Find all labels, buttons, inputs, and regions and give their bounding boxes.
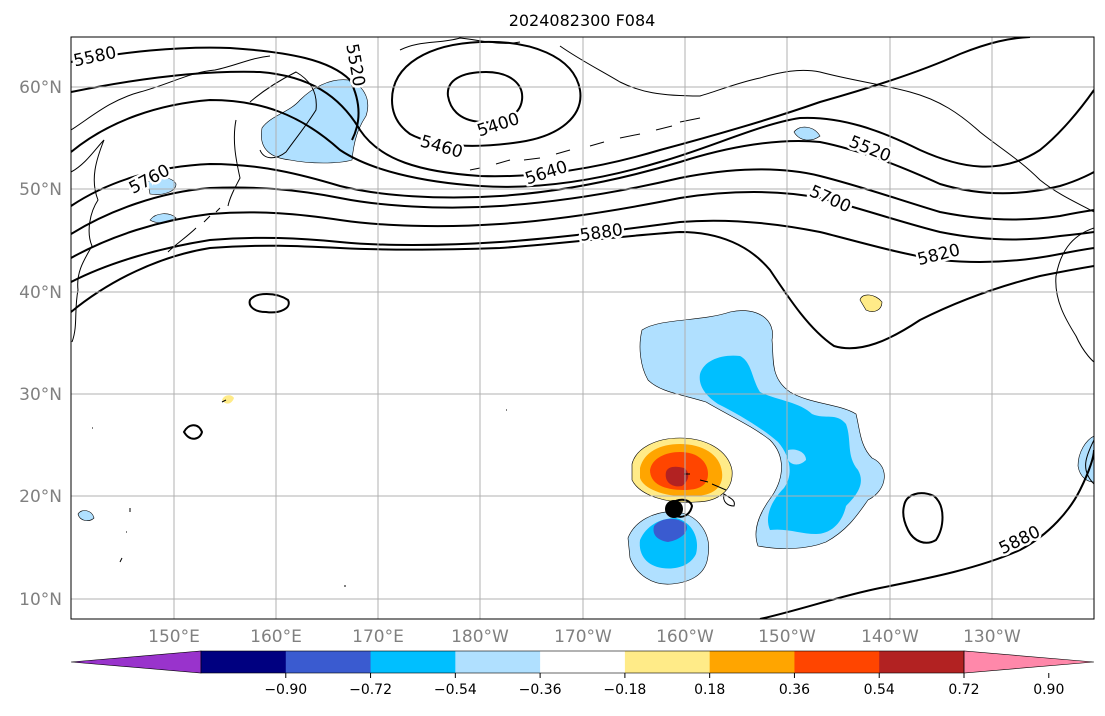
- shade-small-blue-3: [793, 126, 821, 141]
- map-title: 2024082300 F084: [509, 11, 656, 30]
- shade-kamchatka-light: [261, 79, 368, 164]
- lat-label: 30°N: [19, 385, 62, 405]
- contour-north-1: [71, 37, 1031, 178]
- colorbar-tick-label: −0.36: [519, 682, 562, 698]
- coast-okhotsk: [227, 119, 241, 207]
- colorbar-extend-low: [70, 650, 202, 674]
- colorbar-tick-label: 0.90: [1033, 682, 1064, 698]
- coast-small-islands: [92, 399, 507, 587]
- longitude-labels: 150°E 160°E 170°E 180°W 170°W 160°W 150°…: [148, 627, 1021, 647]
- shade-small-yellow-2: [222, 395, 234, 404]
- contour-5760: [71, 168, 1094, 235]
- shade-small-blue-1: [147, 177, 177, 195]
- contour-5880-north: [71, 230, 1094, 350]
- coast-kamchatka: [249, 71, 317, 159]
- lat-label: 50°N: [19, 180, 62, 200]
- colorbar-tick-label: −0.54: [434, 682, 477, 698]
- coast-hawaii-islands: [684, 473, 735, 507]
- lon-label: 170°W: [554, 627, 612, 647]
- lon-label: 180°W: [451, 627, 509, 647]
- coastlines: [71, 37, 1094, 587]
- colorbar-tick-label: 0.72: [948, 682, 979, 698]
- storm-center-marker: [665, 500, 683, 518]
- colorbar-extend-high: [963, 650, 1095, 674]
- colorbar: −0.90 −0.72 −0.54 −0.36 −0.18 0.18 0.36 0.54 0.7…: [70, 650, 1095, 698]
- map-frame: [70, 36, 1095, 620]
- lon-label: 130°W: [963, 627, 1021, 647]
- lon-label: 140°W: [861, 627, 919, 647]
- lon-label: 150°E: [148, 627, 200, 647]
- coast-alaska: [559, 45, 1094, 213]
- contour-5580: [71, 46, 360, 141]
- contour-ring-2: [182, 424, 204, 440]
- contour-ring-1: [248, 293, 290, 314]
- coast-na-west: [1055, 227, 1094, 363]
- latitude-labels: 60°N 50°N 40°N 30°N 20°N 10°N: [19, 78, 62, 610]
- lon-label: 160°W: [656, 627, 714, 647]
- colorbar-segment: [201, 651, 287, 673]
- lon-label: 150°W: [758, 627, 816, 647]
- shade-small-blue-4: [77, 510, 95, 521]
- anomaly-shading: [77, 79, 1094, 585]
- lat-label: 40°N: [19, 283, 62, 303]
- shade-central-pacific-light-inner: [788, 449, 806, 465]
- contour-5700: [71, 191, 1094, 259]
- shade-hawaii-firebrick: [665, 466, 689, 487]
- colorbar-segment: [455, 651, 541, 673]
- lon-label: 170°E: [352, 627, 404, 647]
- contour-north-2: [71, 89, 1094, 188]
- colorbar-segment: [285, 651, 372, 673]
- colorbar-tick-label: 0.36: [779, 682, 810, 698]
- height-contours: [71, 37, 1094, 619]
- lat-label: 60°N: [19, 78, 62, 98]
- colorbar-segment: [794, 651, 880, 673]
- colorbar-tick-label: 0.54: [864, 682, 895, 698]
- colorbar-segment: [370, 651, 456, 673]
- contour-5460: [390, 40, 582, 147]
- colorbar-tick-label: 0.18: [694, 682, 725, 698]
- shade-south-royal: [653, 518, 687, 542]
- shade-central-pacific-core: [699, 355, 861, 534]
- coast-asia-north: [71, 55, 271, 131]
- contour-5400: [446, 70, 524, 124]
- lat-label: 20°N: [19, 487, 62, 507]
- gridlines: [71, 37, 1094, 619]
- lon-label: 160°E: [250, 627, 302, 647]
- contour-5820: [71, 219, 1094, 283]
- lat-label: 10°N: [19, 590, 62, 610]
- contour-ring-3: [902, 492, 944, 544]
- colorbar-segment: [624, 651, 711, 673]
- colorbar-outline: [200, 650, 965, 674]
- colorbar-segment: [879, 651, 965, 673]
- coast-kurils: [167, 207, 221, 253]
- contour-5640: [71, 139, 1094, 207]
- colorbar-tick-label: −0.90: [264, 682, 307, 698]
- coast-aleutians: [469, 117, 701, 171]
- colorbar-segment: [709, 651, 795, 673]
- colorbar-segment: [540, 651, 626, 673]
- colorbar-tick-label: −0.72: [349, 682, 392, 698]
- shade-small-yellow-1: [859, 294, 883, 312]
- map-content: [71, 37, 1094, 619]
- coast-baja: [1085, 439, 1094, 485]
- colorbar-tick-label: −0.18: [603, 682, 646, 698]
